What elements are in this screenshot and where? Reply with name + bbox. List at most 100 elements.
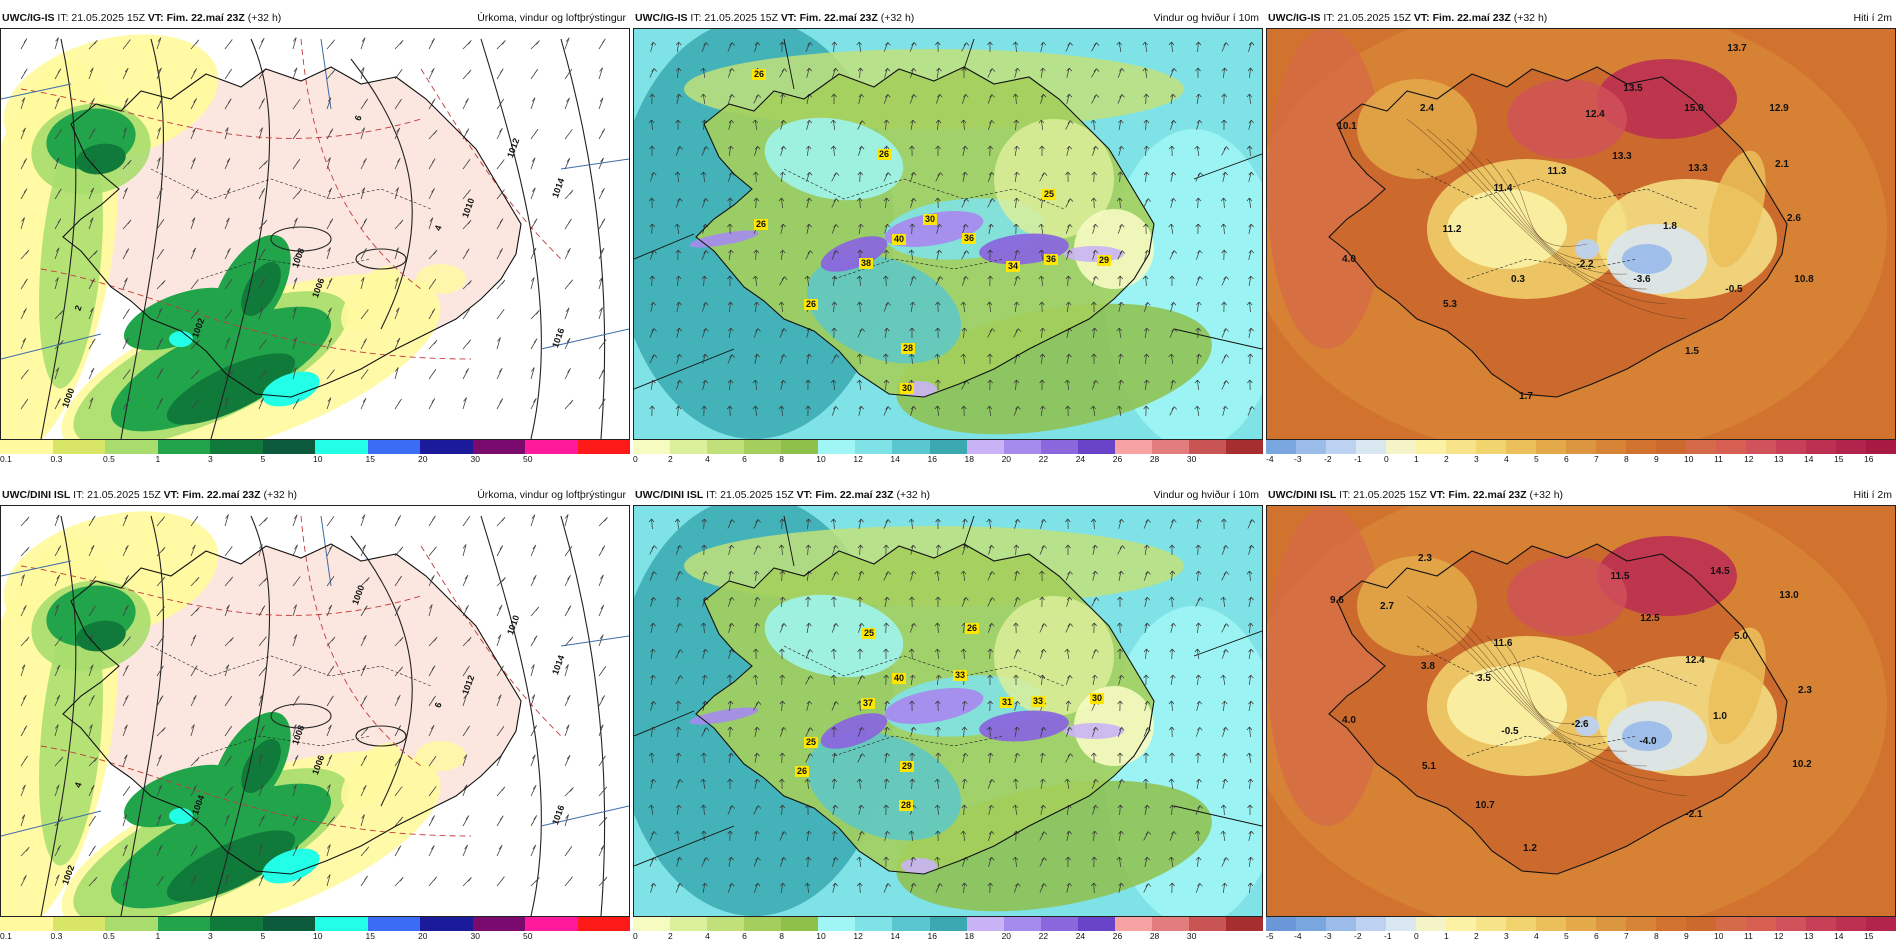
map-value-label: 26 bbox=[879, 149, 889, 159]
lead-time: (+32 h) bbox=[263, 489, 298, 501]
colorbar-tick-label: 2 bbox=[1474, 931, 1479, 941]
wind-arrow bbox=[1195, 250, 1203, 260]
map-value-label: 14.5 bbox=[1710, 566, 1730, 577]
wind-arrow bbox=[675, 249, 681, 261]
wind-arrow bbox=[909, 94, 917, 104]
wind-barb bbox=[156, 576, 166, 587]
wind-arrow bbox=[778, 301, 785, 313]
map-value-label: 26 bbox=[967, 623, 977, 633]
wind-barb bbox=[326, 816, 336, 827]
wind-arrow bbox=[1013, 622, 1019, 634]
wind-arrow bbox=[727, 597, 735, 607]
field-area bbox=[901, 858, 937, 874]
wind-arrow bbox=[648, 518, 655, 530]
wind-arrow bbox=[806, 119, 813, 130]
wind-arrow bbox=[779, 700, 786, 712]
wind-barb bbox=[496, 786, 506, 797]
wind-barb bbox=[258, 127, 264, 140]
wind-barb bbox=[598, 97, 604, 110]
wind-arrow bbox=[1169, 804, 1176, 816]
wind-arrow bbox=[883, 119, 890, 131]
wind-barb bbox=[88, 515, 96, 527]
map-value-label: 26 bbox=[806, 299, 816, 309]
colorbar-swatch bbox=[892, 917, 930, 931]
wind-arrow bbox=[832, 882, 839, 893]
wind-arrow bbox=[988, 857, 995, 867]
wind-arrow bbox=[1169, 831, 1177, 841]
wind-arrow bbox=[1066, 67, 1072, 78]
map-value-label: -3.6 bbox=[1633, 274, 1651, 285]
wind-barb bbox=[224, 279, 233, 290]
colorbar-swatch bbox=[420, 917, 473, 931]
wind-arrow bbox=[1118, 119, 1124, 130]
wind-arrow bbox=[1013, 301, 1020, 312]
wind-arrow bbox=[1248, 674, 1254, 685]
wind-barb bbox=[190, 724, 195, 737]
wind-arrow bbox=[1065, 700, 1072, 712]
wind-arrow bbox=[909, 778, 916, 790]
wind-arrow bbox=[857, 67, 864, 79]
map-value-label: 33 bbox=[1033, 696, 1043, 706]
grid-line bbox=[320, 38, 332, 110]
colorbar-tick-label: 4 bbox=[1504, 454, 1509, 464]
wind-barb bbox=[88, 367, 95, 380]
wind-arrow bbox=[650, 41, 657, 52]
wind-barb bbox=[326, 277, 333, 290]
colorbar-swatch bbox=[1386, 440, 1416, 454]
wind-arrow bbox=[987, 779, 995, 789]
wind-arrow bbox=[780, 882, 786, 893]
wind-barb bbox=[190, 665, 198, 677]
wind-arrow bbox=[935, 94, 943, 104]
wind-barb bbox=[462, 40, 472, 50]
wind-barb bbox=[462, 368, 470, 380]
colorbar-tick-label: 14 bbox=[1804, 454, 1814, 464]
wind-arrow bbox=[675, 275, 682, 287]
wind-arrow bbox=[909, 42, 917, 52]
gust-label-box bbox=[1006, 261, 1020, 272]
wind-barb bbox=[54, 37, 59, 50]
temperature-contour bbox=[20, 565, 422, 616]
wind-arrow bbox=[1142, 275, 1149, 287]
wind-barb bbox=[190, 369, 200, 380]
init-time: IT: 21.05.2025 15Z bbox=[1339, 489, 1427, 501]
wind-barb bbox=[122, 248, 130, 260]
wind-arrow bbox=[650, 674, 656, 685]
wind-arrow bbox=[1091, 856, 1097, 868]
wind-arrow bbox=[1091, 327, 1098, 339]
wind-arrow bbox=[935, 276, 944, 286]
wind-barb bbox=[326, 874, 331, 887]
wind-arrow bbox=[831, 752, 838, 764]
wind-barb bbox=[530, 694, 536, 707]
wind-arrow bbox=[676, 857, 683, 867]
wind-arrow bbox=[960, 301, 967, 312]
wind-barb bbox=[394, 277, 399, 290]
wind-arrow bbox=[910, 119, 916, 130]
wind-barb bbox=[122, 159, 132, 170]
wind-barb bbox=[360, 664, 367, 677]
wind-barb bbox=[292, 724, 297, 737]
wind-barb bbox=[428, 636, 438, 647]
isotherm bbox=[1406, 595, 1688, 797]
wind-arrow bbox=[1014, 752, 1021, 763]
wind-barb bbox=[190, 68, 198, 80]
colorbar-swatch bbox=[1866, 917, 1896, 931]
wind-arrow bbox=[1038, 249, 1045, 261]
colorbar bbox=[0, 440, 630, 454]
wind-arrow bbox=[960, 119, 967, 131]
wind-arrow bbox=[1169, 752, 1175, 764]
wind-arrow bbox=[1012, 856, 1019, 868]
wind-barb bbox=[326, 754, 333, 767]
wind-arrow bbox=[987, 198, 996, 208]
wind-arrow bbox=[935, 41, 941, 53]
wind-barb bbox=[20, 814, 26, 827]
wind-barb bbox=[462, 844, 469, 857]
colorbar-tick-label: 8 bbox=[779, 454, 784, 464]
map-value-label: 13.7 bbox=[1727, 43, 1747, 54]
colorbar-swatch bbox=[744, 917, 782, 931]
wind-barb bbox=[258, 339, 267, 350]
wind-barb bbox=[122, 277, 128, 290]
wind-barb bbox=[326, 157, 331, 170]
wind-barb bbox=[54, 845, 61, 857]
wind-barb bbox=[360, 814, 365, 827]
wind-barb bbox=[394, 694, 401, 707]
